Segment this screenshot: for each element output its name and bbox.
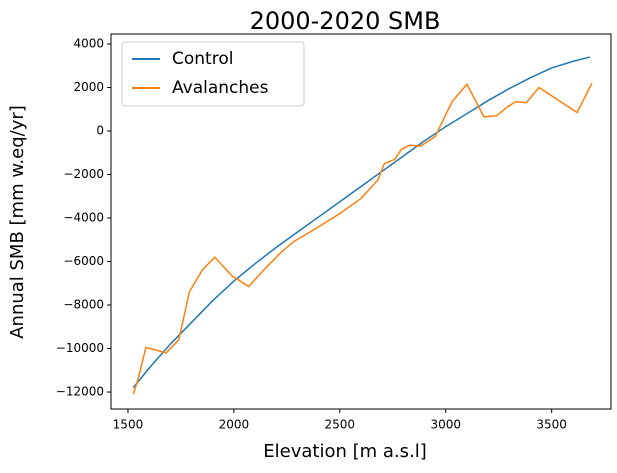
series-line — [132, 82, 593, 395]
y-tick-label: 2000 — [73, 80, 104, 94]
series-line — [132, 56, 591, 389]
x-axis-label: Elevation [m a.s.l] — [263, 441, 427, 462]
chart-title: 2000-2020 SMB — [250, 7, 441, 35]
y-tick-label: −2000 — [63, 167, 104, 181]
y-tick-label: −10000 — [56, 341, 104, 355]
y-tick-label: −4000 — [63, 211, 104, 225]
y-axis-label: Annual SMB [mm w.eq/yr] — [7, 105, 28, 339]
x-tick-label: 3000 — [430, 418, 461, 432]
x-tick-label: 1500 — [113, 418, 144, 432]
legend-label: Avalanches — [172, 78, 269, 98]
y-tick-label: −8000 — [63, 298, 104, 312]
y-tick-label: 4000 — [73, 37, 104, 51]
plot-frame — [110, 33, 612, 410]
y-tick-label: −12000 — [56, 385, 104, 399]
legend: Control Avalanches — [121, 41, 305, 107]
y-tick-label: 0 — [96, 124, 104, 138]
x-tick-label: 2500 — [325, 418, 356, 432]
y-tick-label: −6000 — [63, 254, 104, 268]
legend-frame — [121, 41, 305, 107]
x-tick-label: 3500 — [536, 418, 567, 432]
x-tick-label: 2000 — [219, 418, 250, 432]
legend-label: Control — [172, 49, 233, 69]
